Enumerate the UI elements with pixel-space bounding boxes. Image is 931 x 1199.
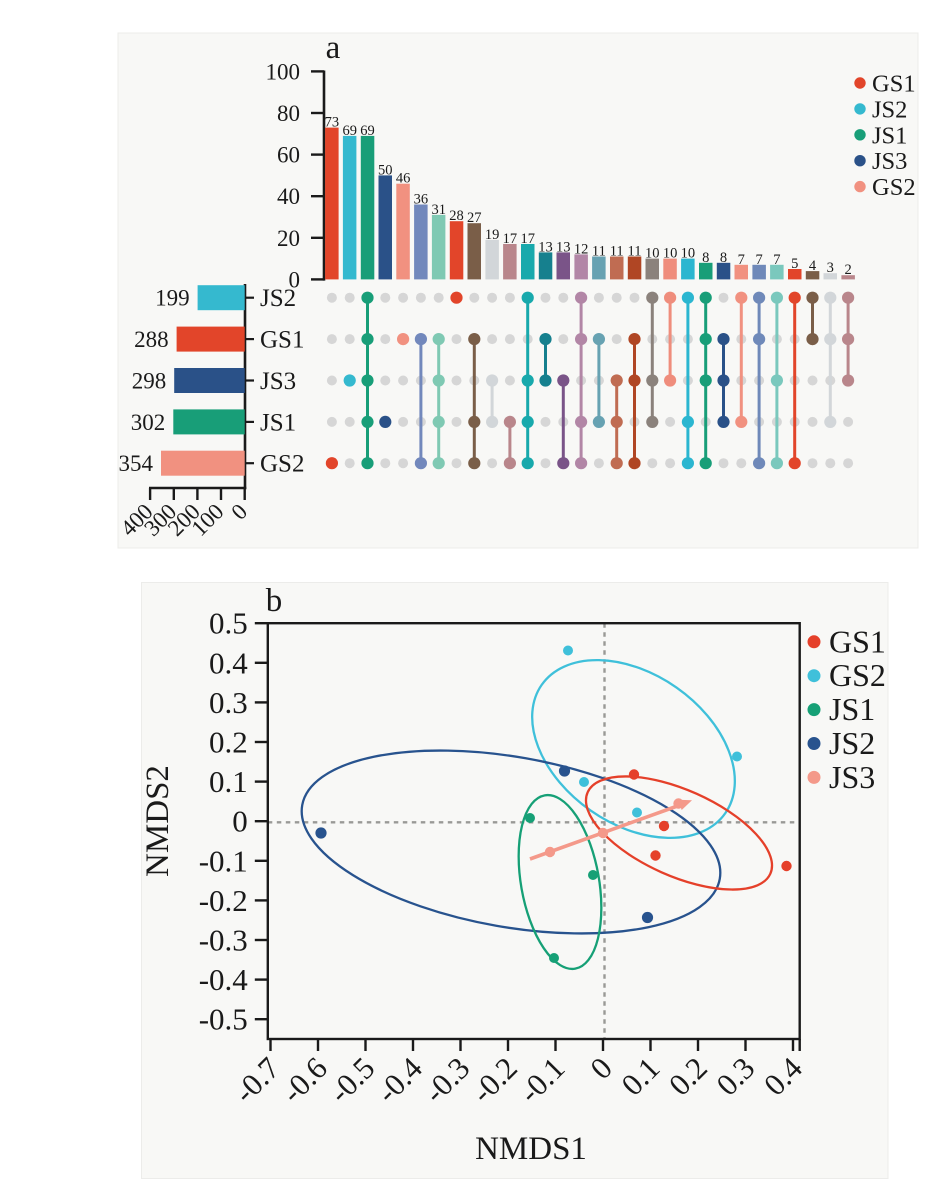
svg-text:0.3: 0.3 <box>209 685 248 720</box>
svg-text:JS1: JS1 <box>829 691 875 727</box>
svg-text:b: b <box>266 583 283 619</box>
svg-text:298: 298 <box>132 369 167 394</box>
svg-text:a: a <box>326 30 341 66</box>
svg-text:JS2: JS2 <box>829 725 875 761</box>
svg-text:JS1: JS1 <box>872 122 907 149</box>
svg-text:69: 69 <box>342 123 357 139</box>
svg-text:40: 40 <box>277 184 300 209</box>
svg-text:7: 7 <box>738 252 745 268</box>
svg-text:10: 10 <box>681 246 696 262</box>
svg-text:JS3: JS3 <box>260 368 296 395</box>
svg-text:13: 13 <box>556 239 571 255</box>
svg-text:7: 7 <box>773 252 780 268</box>
svg-text:0.4: 0.4 <box>209 645 248 680</box>
svg-text:354: 354 <box>119 451 154 476</box>
svg-text:27: 27 <box>467 210 482 226</box>
svg-text:13: 13 <box>538 239 553 255</box>
svg-text:199: 199 <box>155 286 190 311</box>
svg-text:0.5: 0.5 <box>209 606 248 641</box>
svg-text:JS2: JS2 <box>260 285 296 312</box>
svg-text:GS1: GS1 <box>260 327 304 354</box>
svg-text:NMDS1: NMDS1 <box>475 1131 587 1167</box>
svg-text:31: 31 <box>431 202 446 218</box>
svg-text:-0.2: -0.2 <box>199 883 248 918</box>
svg-text:8: 8 <box>702 250 709 266</box>
svg-text:3: 3 <box>827 260 834 276</box>
svg-text:60: 60 <box>277 143 300 168</box>
svg-text:5: 5 <box>791 256 798 272</box>
svg-text:17: 17 <box>520 231 535 247</box>
svg-text:-0.5: -0.5 <box>199 1002 248 1037</box>
svg-text:JS2: JS2 <box>872 96 907 123</box>
svg-text:28: 28 <box>449 208 464 224</box>
svg-text:100: 100 <box>266 59 301 84</box>
svg-text:JS3: JS3 <box>872 148 907 175</box>
svg-text:302: 302 <box>131 410 166 435</box>
svg-text:17: 17 <box>503 231 518 247</box>
svg-text:10: 10 <box>663 246 678 262</box>
svg-text:69: 69 <box>360 123 375 139</box>
svg-text:GS2: GS2 <box>260 451 304 478</box>
svg-text:11: 11 <box>610 244 624 260</box>
svg-text:-0.3: -0.3 <box>199 923 248 958</box>
svg-text:0: 0 <box>289 267 301 292</box>
svg-text:10: 10 <box>645 246 660 262</box>
svg-text:19: 19 <box>485 227 500 243</box>
svg-text:288: 288 <box>134 327 169 352</box>
svg-text:4: 4 <box>809 258 817 274</box>
svg-text:0: 0 <box>232 804 248 839</box>
svg-text:NMDS2: NMDS2 <box>140 765 176 877</box>
svg-text:8: 8 <box>720 250 727 266</box>
svg-text:-0.4: -0.4 <box>199 962 249 997</box>
svg-text:-0.1: -0.1 <box>199 843 248 878</box>
svg-text:0.1: 0.1 <box>209 764 248 799</box>
svg-text:GS2: GS2 <box>829 657 886 693</box>
svg-text:11: 11 <box>592 244 606 260</box>
svg-text:36: 36 <box>414 192 429 208</box>
svg-text:GS1: GS1 <box>829 623 886 659</box>
svg-text:GS1: GS1 <box>872 71 916 98</box>
svg-text:11: 11 <box>628 244 642 260</box>
svg-text:50: 50 <box>378 162 393 178</box>
svg-text:46: 46 <box>396 171 411 187</box>
svg-text:12: 12 <box>574 241 589 257</box>
svg-text:JS3: JS3 <box>829 759 875 795</box>
svg-text:JS1: JS1 <box>260 409 296 436</box>
svg-text:80: 80 <box>277 101 300 126</box>
svg-text:73: 73 <box>325 115 340 131</box>
svg-text:2: 2 <box>844 262 851 278</box>
svg-text:7: 7 <box>755 252 762 268</box>
svg-text:0.2: 0.2 <box>209 725 248 760</box>
svg-text:GS2: GS2 <box>872 174 916 201</box>
svg-text:20: 20 <box>277 226 300 251</box>
